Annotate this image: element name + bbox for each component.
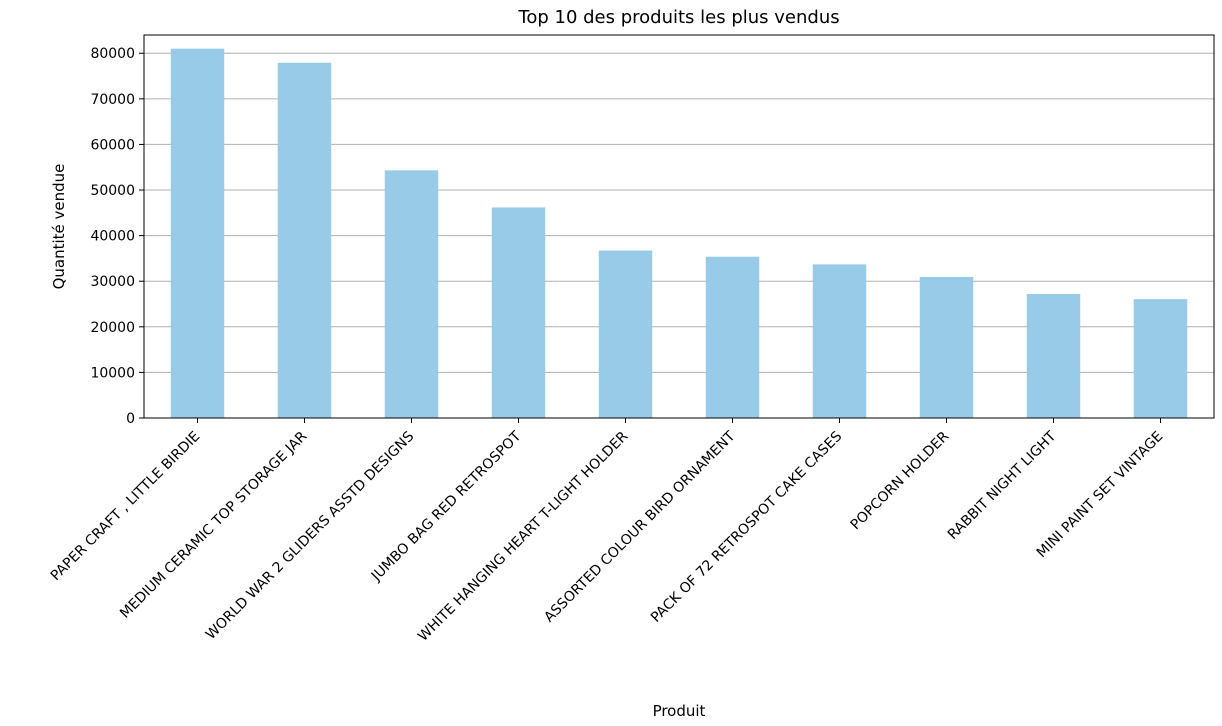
x-tick-label: ASSORTED COLOUR BIRD ORNAMENT: [541, 428, 738, 625]
y-tick-label: 30000: [90, 274, 135, 290]
bar: [491, 207, 546, 418]
y-axis-title: Quantité vendue: [50, 164, 68, 290]
y-ticks: 0 10000 20000 30000 40000 50000 60000 70000 8000…: [90, 46, 144, 427]
bar: [170, 48, 225, 419]
x-tick-label: WORLD WAR 2 GLIDERS ASSTD DESIGNS: [203, 428, 418, 643]
y-tick-label: 20000: [90, 320, 135, 336]
plot-frame: [143, 34, 1215, 419]
x-tick-label: RABBIT NIGHT LIGHT: [945, 428, 1060, 543]
y-tick-label: 60000: [90, 137, 135, 153]
bar: [812, 264, 867, 418]
axes-layer: [143, 34, 1215, 419]
bar: [919, 276, 974, 418]
x-tick-label: WHITE HANGING HEART T-LIGHT HOLDER: [415, 428, 631, 644]
bar: [384, 170, 439, 418]
bar: [277, 62, 332, 418]
y-tick-label: 80000: [90, 46, 135, 62]
x-tick-label: MEDIUM CERAMIC TOP STORAGE JAR: [117, 428, 310, 621]
y-tick-label: 70000: [90, 92, 135, 108]
bar: [1026, 293, 1081, 418]
x-tick-label: MINI PAINT SET VINTAGE: [1034, 429, 1167, 562]
bar: [1133, 299, 1188, 418]
y-tick-label: 40000: [90, 229, 135, 245]
y-tick-label: 50000: [90, 183, 135, 199]
x-tick-label: PACK OF 72 RETROSPOT CAKE CASES: [648, 428, 845, 625]
bar: [705, 256, 760, 418]
x-tick-label: POPCORN HOLDER: [848, 428, 953, 533]
bars-layer: [170, 48, 1188, 419]
x-axis-title: Produit: [653, 702, 706, 720]
chart-title: Top 10 des produits les plus vendus: [517, 7, 839, 28]
bar: [598, 250, 653, 418]
y-tick-label: 0: [126, 411, 135, 427]
y-tick-label: 10000: [90, 365, 135, 381]
